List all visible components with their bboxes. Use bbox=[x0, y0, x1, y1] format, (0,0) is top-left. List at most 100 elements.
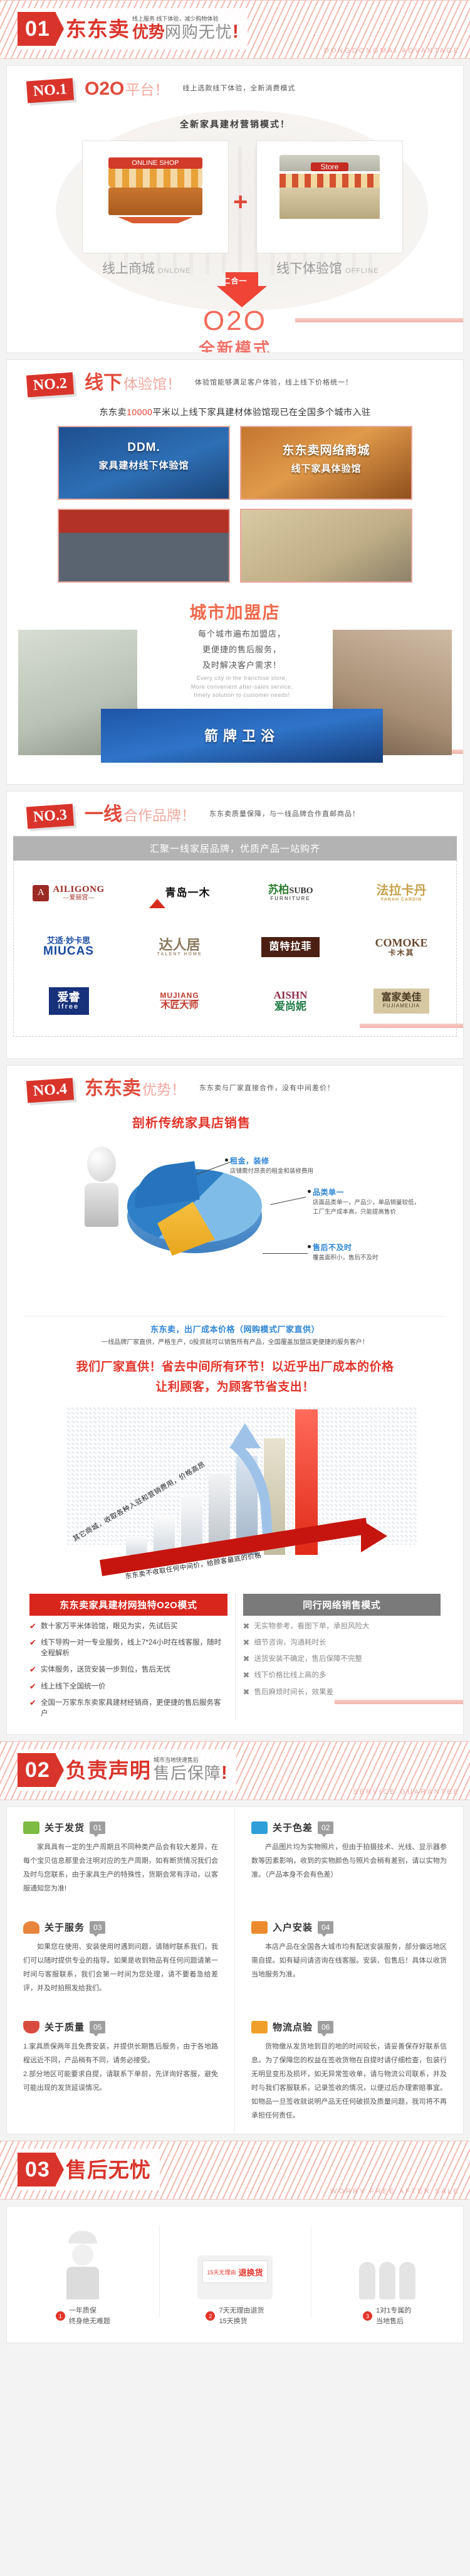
photo2-text: 东东卖网络商城 线下家具体验馆 bbox=[241, 441, 411, 475]
people-icon bbox=[358, 2262, 415, 2300]
ailigong-mark-icon: A bbox=[33, 885, 50, 901]
comparison-left-text: 线下导购一对一专业服务，线上7*24小时在线客服，随时全程解析 bbox=[41, 1638, 222, 1658]
brand-logo[interactable]: 达人居 TALENT HOME bbox=[125, 921, 234, 973]
comparison-right-item: ✖ 细节咨询，沟通耗时长 bbox=[243, 1638, 441, 1648]
cross-icon: ✖ bbox=[243, 1654, 250, 1664]
subline-number: 10000 bbox=[127, 407, 153, 417]
brand-cn-7: 卡木其 bbox=[388, 948, 415, 958]
brand-logo[interactable]: 富家美佳 FUJIAMEIJIA bbox=[347, 975, 456, 1027]
city-line-2: 更便捷的售后服务， bbox=[202, 645, 281, 654]
brand-logo[interactable]: A AILIGONG —爱丽宫— bbox=[14, 867, 123, 920]
service-item: 关于质量 05 1.家具质保两年且免费安装，并提供长期售后服务，由于各地路程远近… bbox=[7, 2006, 235, 2134]
brand-name-11: 富家美佳 bbox=[381, 992, 422, 1004]
brand-logo[interactable]: 艾适·妙卡思 MIUCAS bbox=[14, 921, 123, 973]
service-body: 如果您在使用、安装使用时遇到问题，请随时联系我们，我们可以随时提供专业的指导。如… bbox=[23, 1943, 218, 1993]
person-figure-icon bbox=[77, 1147, 126, 1241]
after-sale-badge: 2 bbox=[206, 2311, 216, 2321]
brand-logo[interactable]: COMOKE 卡木其 bbox=[347, 921, 456, 973]
brand-en-3: FARAH CARDIN bbox=[380, 897, 422, 902]
after-sale-caption: 7天无理由退货 15天换货 bbox=[219, 2306, 264, 2326]
brand-logo[interactable]: MUJIANG 木匠大师 bbox=[125, 975, 234, 1027]
subline-post: 平米以上线下家具建材体验馆现已在全国多个城市入驻 bbox=[152, 407, 371, 417]
after-sale-line1: 一年质保 bbox=[68, 2307, 97, 2315]
no4-tag: NO.4 bbox=[26, 1078, 75, 1103]
brand-logo[interactable]: 法拉卡丹 FARAH CARDIN bbox=[347, 867, 456, 920]
after-sale-badge: 1 bbox=[55, 2311, 65, 2321]
service-title: 入户安装 bbox=[273, 1922, 313, 1934]
service-title: 关于服务 bbox=[44, 1922, 85, 1934]
no4-heading: NO.4 东东卖 优势！ 东东卖与厂家直接合作，没有中间差价！ bbox=[7, 1066, 463, 1705]
comparison-left-item: ✔ 线下导购一对一专业服务，线上7*24小时在线客服，随时全程解析 bbox=[29, 1638, 227, 1660]
worker-icon bbox=[63, 2231, 103, 2300]
shield-icon bbox=[23, 2020, 39, 2033]
brand-logo[interactable]: 爱睿 ifree bbox=[14, 975, 123, 1027]
cross-icon: ✖ bbox=[243, 1670, 250, 1680]
card-after-sale: 1 一年质保 终身绝无难题 15天无理由 退换货 bbox=[6, 2206, 464, 2344]
price-slogan-1: 我们厂家直供！省去中间所有环节！以近乎出厂成本的价格 bbox=[76, 1360, 394, 1374]
comparison-left-text: 数十家万平米体验馆，眼见为实，先试后买 bbox=[41, 1622, 178, 1630]
storefront-body bbox=[108, 188, 202, 215]
comparison-right-head: 同行网络销售模式 bbox=[243, 1593, 441, 1616]
brand-name-6: 茵特拉菲 bbox=[261, 936, 320, 958]
brand-en-4: MIUCAS bbox=[43, 944, 94, 958]
banner-kicker: 城市当地快速售后 bbox=[153, 1757, 199, 1764]
comparison-left-text: 线上线下全国统一价 bbox=[41, 1682, 106, 1690]
no2-subline: 东东卖10000平米以上线下家具建材体验馆现已在全国多个城市入驻 bbox=[7, 406, 463, 418]
banner-en-01: DONGDONGMAI ADVANTAGE bbox=[323, 47, 460, 55]
brand-logo[interactable]: 茵特拉菲 bbox=[236, 921, 345, 973]
bar-1 bbox=[126, 1535, 147, 1555]
leader-line-3 bbox=[263, 1253, 308, 1254]
service-body: 1.家具质保两年且免费安装，并提供长期售后服务，由于各地路程远近不同，产品稍有不… bbox=[23, 2043, 218, 2092]
online-shop-sign: ONLINE SHOP bbox=[108, 157, 202, 169]
check-icon: ✔ bbox=[29, 1637, 36, 1647]
comparison-right-item: ✖ 售后麻烦时间长，效果差 bbox=[243, 1687, 441, 1698]
city-line-1: 每个城市遍布加盟店， bbox=[197, 629, 286, 639]
comparison-col-left: 东东卖家具建材网独特O2O模式 ✔ 数十家万平米体验馆，眼见为实，先试后买 ✔ 线下… bbox=[22, 1593, 235, 1720]
comparison-right-text: 送货安装不确定，售后保障不完整 bbox=[254, 1655, 363, 1663]
box-icon bbox=[251, 1921, 268, 1934]
service-number: 03 bbox=[90, 1921, 106, 1937]
plus-icon: + bbox=[233, 188, 248, 216]
service-body: 货物缴从发货地到目的地的时间较长，请妥善保存好联系信息。为了保障您的权益在签收货… bbox=[251, 2043, 447, 2120]
after-sale-line1: 7天无理由退货 bbox=[219, 2307, 264, 2315]
check-icon: ✔ bbox=[29, 1681, 36, 1691]
brand-logo[interactable]: 苏柏SUBO FURNITURE bbox=[236, 867, 345, 920]
city-franchise-block: 每个城市遍布加盟店， 更便捷的售后服务， 及时解决客户需求！ Every cit… bbox=[7, 627, 463, 763]
section-title-cn: 负责声明 bbox=[65, 1758, 151, 1782]
brand-name-4: 艾适·妙卡思 bbox=[46, 936, 91, 946]
section-title-cn: 东东卖 bbox=[65, 17, 130, 41]
section-banner-03: 03 售后无忧 WORRY FREE AFTER SALE bbox=[0, 2141, 470, 2200]
offline-store-image: Store bbox=[256, 140, 403, 253]
store-photo-3 bbox=[58, 509, 230, 583]
section-number: 01 bbox=[18, 12, 64, 46]
banner-content: 02 负责声明 城市当地快速售后 售后保障 ! bbox=[18, 1749, 236, 1791]
card-no1: NO.1 O2O 平台！ 线上选款线下体验，全新消费模式 全新家具建材营销模式！… bbox=[6, 65, 464, 353]
comparison-left-text: 全国一万家东东卖家具建材经销商，更便捷的售后服务客户 bbox=[41, 1699, 221, 1718]
service-title: 物流点验 bbox=[273, 2022, 313, 2033]
no1-subtitle: 平台！ bbox=[125, 82, 169, 98]
card-no2: NO.2 线下 体验馆！ 体验馆能够满足客户体验，线上线下价格统一！ 东东卖10… bbox=[6, 359, 464, 785]
city-franchise-title: 城市加盟店 bbox=[189, 603, 281, 622]
after-sale-item: 3 1对1专属的 当地售后 bbox=[311, 2217, 463, 2326]
return-sign-line1: 15天无理由 bbox=[207, 2269, 236, 2276]
brand-logo[interactable]: AISHN 爱尚妮 bbox=[236, 975, 345, 1027]
service-item: 物流点验 06 货物缴从发货地到目的地的时间较长，请妥善保存好联系信息。为了保障… bbox=[235, 2006, 463, 2134]
no3-note-bar bbox=[360, 1024, 463, 1028]
offline-label: 线下体验馆 OFFLINE bbox=[276, 258, 379, 277]
service-item: 关于色差 02 产品图片均为实物照片，但由于拍摄技术、光线、显示器参数等因素影响… bbox=[235, 1807, 463, 1907]
qingdao-diamond-icon bbox=[149, 887, 165, 909]
city-photo-bottom: 箭牌卫浴 bbox=[101, 709, 383, 763]
store-body bbox=[279, 188, 380, 219]
brand-logo[interactable]: 青岛一木 bbox=[125, 867, 234, 920]
blue-curve-arrowhead-icon bbox=[229, 1423, 261, 1448]
o2o-diagram: 全新家具建材营销模式！ ONLINE SHOP + Store bbox=[7, 102, 463, 352]
city-en-2: More convenient after-sales service, bbox=[191, 683, 293, 690]
service-title: 关于发货 bbox=[44, 1823, 85, 1834]
brand-name-0: AILIGONG bbox=[53, 884, 105, 894]
brand-name-7: COMOKE bbox=[375, 936, 428, 950]
section-number: 03 bbox=[18, 2153, 64, 2187]
no1-note: 线上选款线下体验，全新消费模式 bbox=[182, 85, 296, 92]
comparison-right-item: ✖ 送货安装不确定，售后保障不完整 bbox=[243, 1654, 441, 1665]
o2o-big-text: O2O bbox=[203, 305, 267, 336]
offline-label-cn: 线下体验馆 bbox=[276, 262, 342, 276]
